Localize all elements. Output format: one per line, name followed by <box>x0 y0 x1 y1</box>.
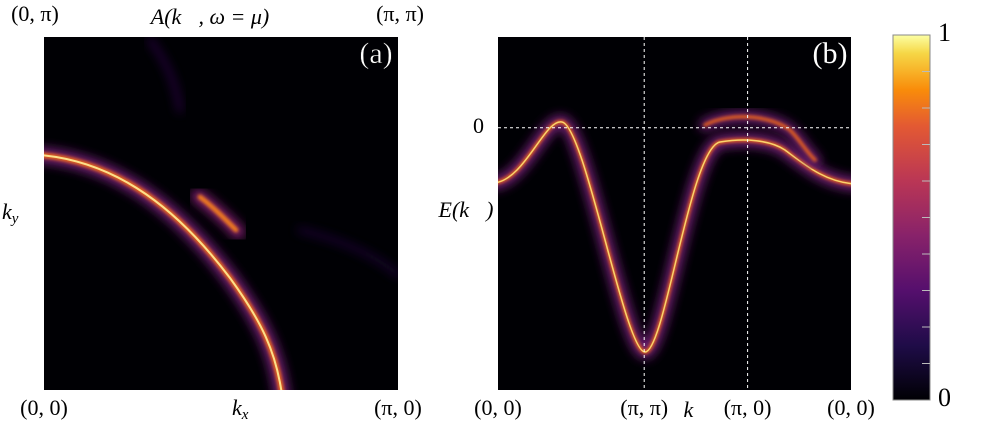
x-axis-label: k⃗ <box>684 397 711 422</box>
x-tick-label: (0, 0) <box>827 395 875 420</box>
x-tick-label: (π, π) <box>620 395 668 420</box>
spectral-bands-a <box>44 37 398 390</box>
panel-label: (b) <box>813 37 848 70</box>
y-label-sub: y <box>10 211 19 227</box>
spectral-bands-b <box>498 110 851 360</box>
y-axis-label: ky <box>2 199 19 227</box>
colorbar-minor-ticks <box>922 71 930 364</box>
x-label-sub: x <box>241 407 249 423</box>
y-axis-label: E(k⃗) <box>438 197 494 222</box>
x-tick-label: (0, 0) <box>474 395 522 420</box>
corner-label: (0, π) <box>11 1 59 26</box>
heatmap-b <box>498 37 851 390</box>
colorbar-tick-label: 1 <box>938 18 951 47</box>
y-label-base: k <box>2 199 13 224</box>
colorbar-tick-label: 0 <box>938 383 951 412</box>
x-axis-label: kx <box>232 395 249 423</box>
x-tick-label: (0, 0) <box>20 395 68 420</box>
corner-label: (π, π) <box>376 1 424 26</box>
y-tick-label: 0 <box>473 113 484 138</box>
chart-title: A(k⃗, ω = μ) <box>149 4 269 29</box>
x-tick-label: (π, 0) <box>374 395 422 420</box>
x-tick-label: (π, 0) <box>724 395 772 420</box>
panel-label: (a) <box>359 37 392 70</box>
x-label-base: k <box>232 395 243 420</box>
